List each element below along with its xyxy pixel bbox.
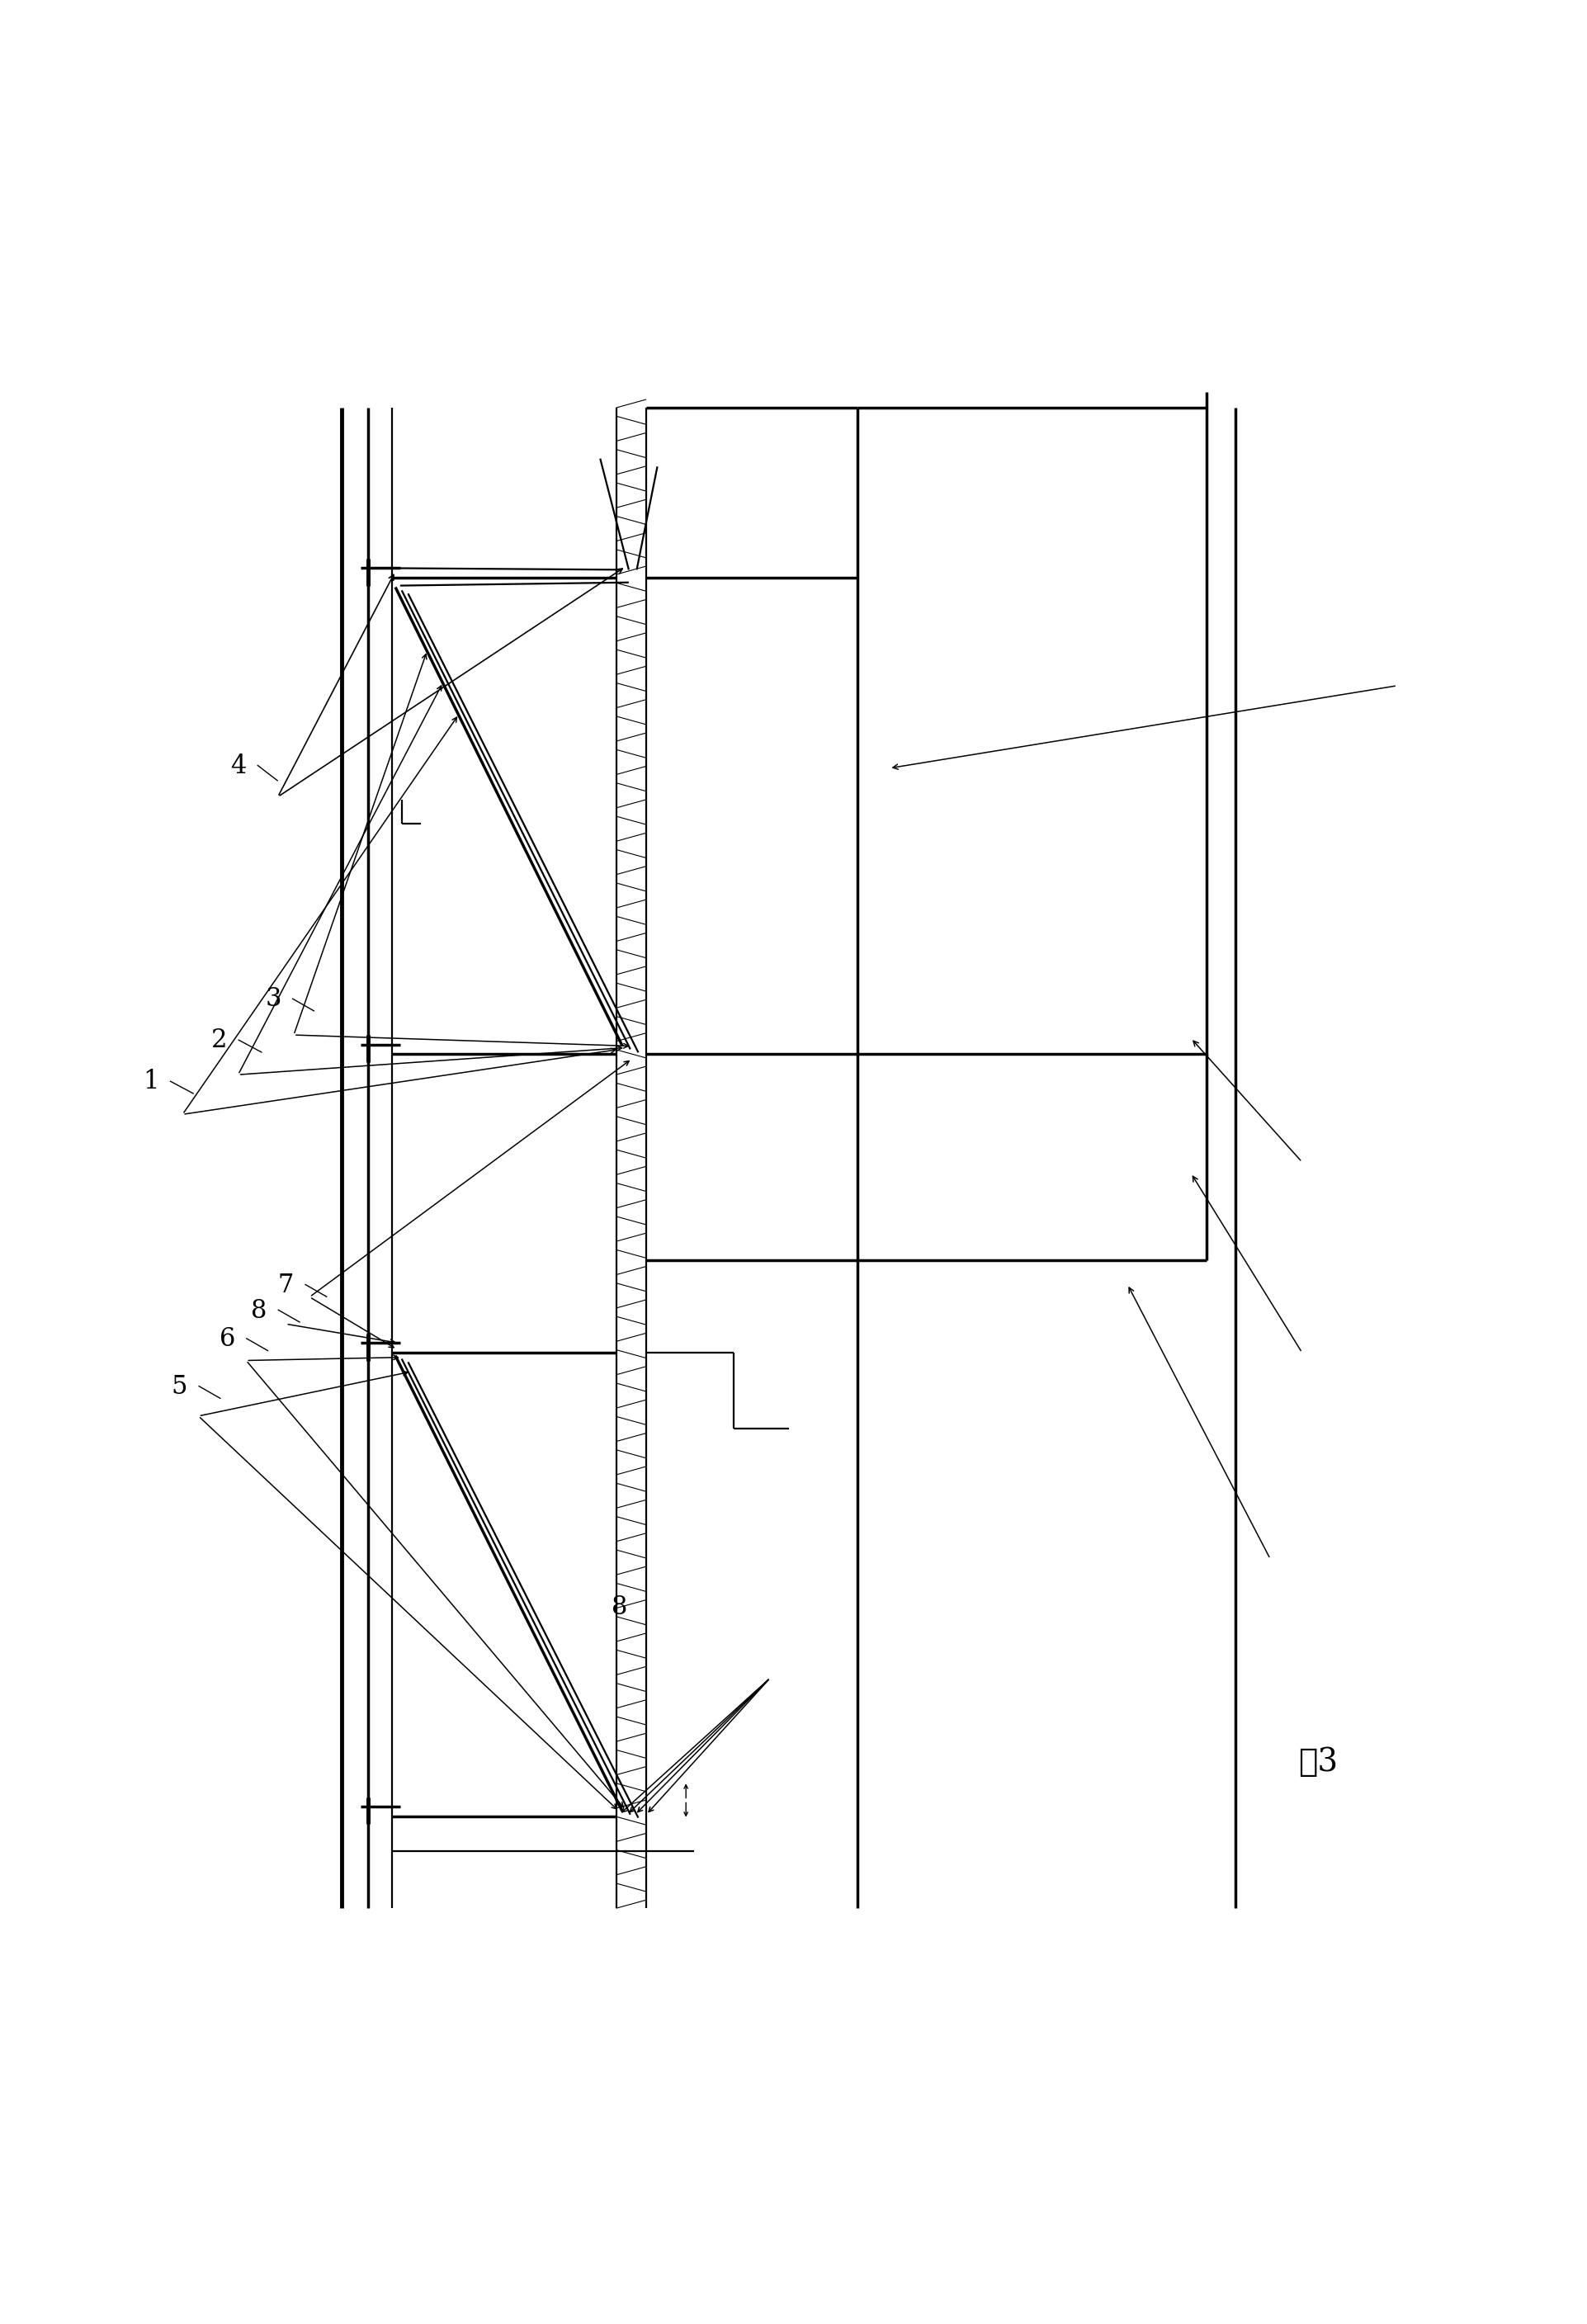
Text: 1: 1 [143,1069,159,1095]
Text: 7: 7 [278,1274,294,1299]
Text: 6: 6 [219,1327,235,1353]
Text: 图3: 图3 [1297,1748,1338,1778]
Text: 4: 4 [230,753,246,779]
Text: 3: 3 [265,988,281,1013]
Text: 5: 5 [171,1373,187,1399]
Text: 8: 8 [251,1297,267,1322]
Text: 2: 2 [211,1027,227,1053]
Text: 8: 8 [611,1594,627,1620]
